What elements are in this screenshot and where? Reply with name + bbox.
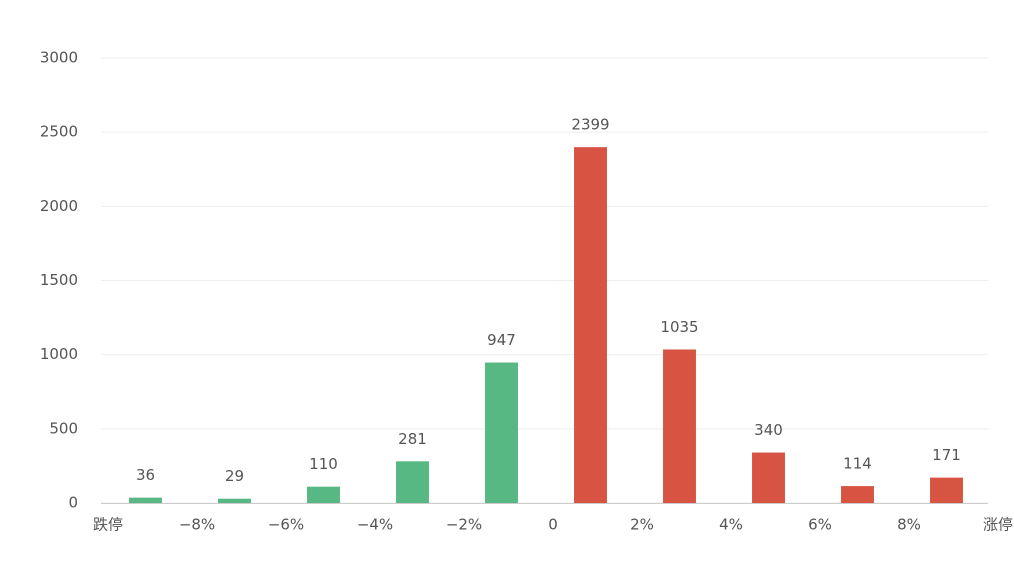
bar [663, 349, 696, 503]
x-tick-label: −8% [179, 516, 215, 534]
data-label: 281 [398, 430, 427, 448]
x-tick-label: 跌停 [93, 516, 123, 534]
x-tick-label: −4% [357, 516, 393, 534]
x-tick-label: 涨停 [983, 516, 1013, 534]
data-label: 947 [487, 331, 516, 349]
data-label: 114 [843, 455, 872, 473]
x-tick-label: 4% [719, 516, 743, 534]
bar [396, 461, 429, 503]
y-tick-label: 2500 [40, 123, 78, 141]
data-label: 29 [225, 467, 244, 485]
y-tick-label: 1000 [40, 345, 78, 363]
y-tick-label: 500 [49, 419, 78, 437]
bar [218, 498, 251, 503]
bar [307, 486, 340, 503]
y-tick-label: 2000 [40, 197, 78, 215]
data-label: 1035 [660, 318, 698, 336]
x-tick-label: −2% [446, 516, 482, 534]
data-label: 110 [309, 455, 338, 473]
bar [574, 147, 607, 504]
x-tick-label: 2% [630, 516, 654, 534]
x-tick-label: 0 [548, 516, 558, 534]
data-label: 171 [932, 446, 961, 464]
bar [129, 497, 162, 503]
x-tick-label: −6% [268, 516, 304, 534]
y-tick-label: 1500 [40, 271, 78, 289]
y-tick-label: 0 [68, 494, 78, 512]
bar [485, 362, 518, 503]
x-tick-label: 6% [808, 516, 832, 534]
bar [752, 452, 785, 503]
data-label: 36 [136, 466, 155, 484]
y-tick-label: 3000 [40, 49, 78, 67]
x-tick-label: 8% [897, 516, 921, 534]
data-label: 2399 [571, 116, 609, 134]
bar [930, 477, 963, 503]
bar [841, 486, 874, 503]
data-label: 340 [754, 421, 783, 439]
